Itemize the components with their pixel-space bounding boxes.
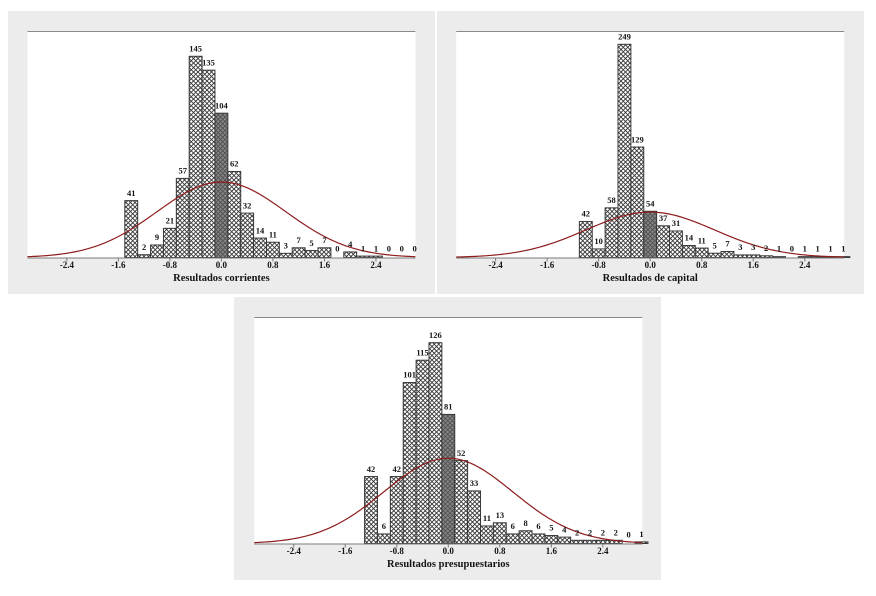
svg-text:9: 9 (155, 232, 159, 242)
svg-text:115: 115 (416, 347, 428, 357)
svg-text:4: 4 (562, 524, 567, 534)
svg-text:52: 52 (457, 448, 466, 458)
svg-text:0: 0 (626, 529, 630, 539)
svg-text:33: 33 (470, 478, 479, 488)
svg-text:1: 1 (841, 243, 845, 253)
svg-text:129: 129 (631, 134, 644, 144)
svg-text:14: 14 (256, 225, 265, 235)
svg-text:32: 32 (243, 200, 252, 210)
svg-text:42: 42 (393, 464, 402, 474)
svg-text:31: 31 (672, 218, 681, 228)
svg-text:2: 2 (588, 528, 592, 538)
svg-text:37: 37 (659, 213, 668, 223)
svg-text:-2.4: -2.4 (60, 260, 75, 270)
svg-text:14: 14 (685, 233, 694, 243)
svg-text:249: 249 (618, 32, 631, 42)
svg-text:5: 5 (309, 238, 313, 248)
svg-text:3: 3 (738, 242, 742, 252)
svg-text:0: 0 (400, 243, 404, 253)
svg-text:2.4: 2.4 (799, 260, 811, 270)
svg-text:11: 11 (269, 229, 277, 239)
svg-text:11: 11 (698, 235, 706, 245)
svg-text:145: 145 (189, 44, 202, 54)
svg-text:7: 7 (322, 235, 327, 245)
svg-text:5: 5 (549, 523, 553, 533)
svg-text:1: 1 (777, 243, 781, 253)
svg-text:1.6: 1.6 (748, 260, 760, 270)
svg-text:5: 5 (712, 240, 716, 250)
svg-text:3: 3 (284, 241, 288, 251)
svg-text:-0.8: -0.8 (592, 260, 607, 270)
svg-text:-0.8: -0.8 (163, 260, 178, 270)
svg-text:2: 2 (764, 243, 768, 253)
svg-text:2: 2 (575, 528, 579, 538)
svg-text:2: 2 (142, 242, 146, 252)
svg-text:0.8: 0.8 (696, 260, 708, 270)
svg-text:135: 135 (202, 57, 215, 67)
svg-text:2.4: 2.4 (370, 260, 382, 270)
svg-text:41: 41 (127, 188, 136, 198)
svg-text:101: 101 (403, 370, 416, 380)
svg-text:1: 1 (639, 529, 643, 539)
svg-text:Resultados corrientes: Resultados corrientes (173, 273, 270, 284)
svg-text:-1.6: -1.6 (338, 546, 353, 556)
svg-text:0: 0 (335, 243, 339, 253)
svg-text:3: 3 (751, 242, 755, 252)
svg-text:1: 1 (803, 243, 807, 253)
svg-text:0.8: 0.8 (267, 260, 279, 270)
svg-text:0: 0 (387, 243, 391, 253)
svg-text:4: 4 (348, 239, 353, 249)
svg-text:42: 42 (582, 209, 591, 219)
svg-text:-1.6: -1.6 (111, 260, 126, 270)
svg-text:54: 54 (646, 198, 655, 208)
svg-text:10: 10 (594, 236, 603, 246)
svg-text:7: 7 (725, 239, 730, 249)
svg-text:2: 2 (601, 528, 605, 538)
svg-text:1: 1 (374, 243, 378, 253)
svg-text:6: 6 (382, 521, 386, 531)
svg-text:0.8: 0.8 (494, 546, 506, 556)
svg-text:62: 62 (230, 159, 239, 169)
svg-text:7: 7 (297, 235, 302, 245)
svg-text:6: 6 (511, 521, 515, 531)
svg-text:11: 11 (483, 513, 491, 523)
svg-text:2.4: 2.4 (597, 546, 609, 556)
svg-text:-0.8: -0.8 (390, 546, 405, 556)
svg-text:Resultados de capital: Resultados de capital (603, 273, 698, 284)
svg-text:0: 0 (412, 243, 416, 253)
svg-text:0.0: 0.0 (443, 546, 455, 556)
svg-text:1: 1 (828, 243, 832, 253)
svg-text:-2.4: -2.4 (489, 260, 504, 270)
svg-text:1: 1 (816, 243, 820, 253)
svg-text:81: 81 (444, 402, 453, 412)
svg-text:1.6: 1.6 (319, 260, 331, 270)
svg-text:0: 0 (790, 243, 794, 253)
svg-text:1: 1 (361, 243, 365, 253)
svg-text:104: 104 (215, 100, 229, 110)
svg-text:2: 2 (614, 528, 618, 538)
svg-text:21: 21 (166, 216, 175, 226)
svg-text:Resultados presupuestarios: Resultados presupuestarios (387, 559, 510, 570)
svg-text:126: 126 (429, 330, 442, 340)
svg-text:6: 6 (536, 521, 540, 531)
svg-text:58: 58 (607, 195, 616, 205)
svg-text:-2.4: -2.4 (287, 546, 302, 556)
svg-text:1.6: 1.6 (546, 546, 558, 556)
svg-text:42: 42 (367, 464, 376, 474)
svg-text:0.0: 0.0 (216, 260, 228, 270)
svg-text:8: 8 (523, 518, 527, 528)
svg-text:0.0: 0.0 (645, 260, 657, 270)
svg-text:13: 13 (496, 510, 505, 520)
svg-text:57: 57 (179, 166, 188, 176)
svg-text:-1.6: -1.6 (540, 260, 555, 270)
